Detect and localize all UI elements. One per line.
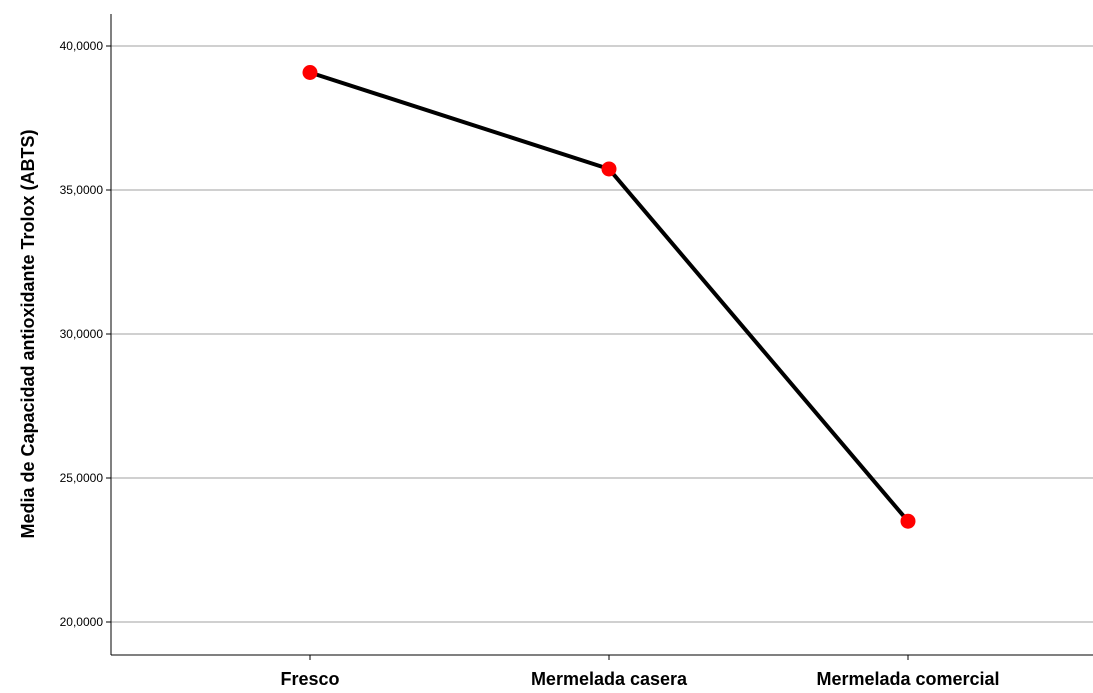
y-tick-label: 20,0000 — [60, 615, 104, 629]
x-category-label: Mermelada comercial — [816, 669, 999, 688]
y-tick-label: 30,0000 — [60, 327, 104, 341]
series-line — [308, 70, 910, 524]
y-tick-label: 40,0000 — [60, 39, 104, 53]
data-point-marker — [601, 161, 617, 177]
x-category-label: Fresco — [280, 669, 339, 688]
y-tick-label: 35,0000 — [60, 183, 104, 197]
axes — [110, 14, 1093, 656]
data-point-marker — [302, 64, 318, 80]
y-tick-label: 25,0000 — [60, 471, 104, 485]
y-axis-title: Media de Capacidad antioxidante Trolox (… — [18, 129, 38, 538]
x-category-label: Mermelada casera — [531, 669, 688, 688]
gridlines — [106, 45, 1093, 623]
x-category-labels: Fresco Mermelada casera Mermelada comercia… — [280, 655, 1000, 689]
data-point-marker — [900, 513, 916, 529]
series — [302, 64, 916, 529]
y-tick-labels: 20,0000 25,0000 30,0000 35,0000 40,0000 — [60, 39, 104, 629]
